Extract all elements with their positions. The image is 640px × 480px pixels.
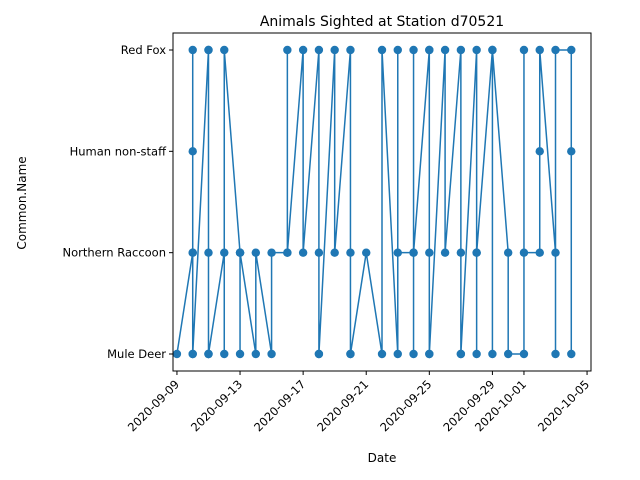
data-point	[362, 248, 371, 257]
data-point	[220, 248, 229, 257]
x-axis-label: Date	[368, 451, 397, 465]
data-point	[472, 248, 481, 257]
plot-frame	[172, 32, 592, 372]
data-point	[425, 248, 434, 257]
y-tick-label: Red Fox	[121, 43, 166, 57]
data-point	[551, 45, 560, 55]
data-point	[314, 248, 324, 257]
data-point	[267, 248, 276, 257]
data-point	[535, 147, 544, 156]
data-point	[503, 349, 513, 359]
data-point	[314, 349, 324, 359]
data-point	[440, 45, 450, 55]
data-point	[551, 248, 560, 257]
data-point	[283, 248, 292, 257]
data-point	[519, 349, 529, 359]
data-point	[204, 248, 213, 257]
data-point	[251, 248, 261, 257]
data-point	[235, 248, 245, 257]
data-point	[251, 349, 261, 359]
data-point	[267, 349, 276, 359]
data-point	[535, 45, 544, 55]
data-point	[172, 349, 182, 359]
y-axis: Mule Deer Northern Raccoon Human non-staff…	[63, 43, 173, 361]
y-tick-label: Human non-staff	[70, 144, 167, 158]
data-point	[409, 349, 418, 359]
y-tick-label: Mule Deer	[107, 347, 166, 361]
series-line	[176, 49, 573, 355]
data-point	[204, 349, 213, 359]
data-point	[551, 349, 560, 359]
y-axis-label: Common.Name	[15, 156, 29, 249]
data-point	[188, 349, 197, 359]
data-point	[567, 147, 576, 156]
data-point	[377, 349, 387, 359]
data-point	[298, 45, 308, 55]
data-point	[188, 147, 197, 156]
data-point	[456, 45, 466, 55]
data-point	[503, 248, 513, 257]
data-point	[393, 45, 402, 55]
plot-area	[172, 45, 576, 359]
data-point	[519, 248, 529, 257]
data-point	[535, 248, 544, 257]
data-point	[440, 248, 450, 257]
data-point	[488, 349, 497, 359]
data-point	[425, 349, 434, 359]
data-point	[283, 45, 292, 55]
data-point	[472, 349, 481, 359]
data-point	[519, 45, 529, 55]
data-point	[330, 45, 339, 55]
data-point	[220, 349, 229, 359]
data-point	[346, 45, 355, 55]
data-point	[314, 45, 324, 55]
data-point	[346, 349, 355, 359]
data-point	[330, 248, 339, 257]
data-point	[488, 45, 497, 55]
data-point	[204, 45, 213, 55]
data-point	[235, 349, 245, 359]
chart-title: Animals Sighted at Station d70521	[260, 14, 504, 30]
y-tick-label: Northern Raccoon	[63, 246, 167, 260]
data-point	[298, 248, 308, 257]
data-point	[393, 248, 402, 257]
data-point	[567, 45, 576, 55]
data-point	[220, 45, 229, 55]
data-point	[188, 45, 197, 55]
data-point	[456, 248, 466, 257]
data-point	[409, 45, 418, 55]
data-point	[346, 248, 355, 257]
data-point	[472, 45, 481, 55]
data-point	[456, 349, 466, 359]
data-point	[409, 248, 418, 257]
data-point	[377, 45, 387, 55]
data-point	[188, 248, 197, 257]
data-point	[567, 349, 576, 359]
data-point	[393, 349, 402, 359]
data-point	[425, 45, 434, 55]
